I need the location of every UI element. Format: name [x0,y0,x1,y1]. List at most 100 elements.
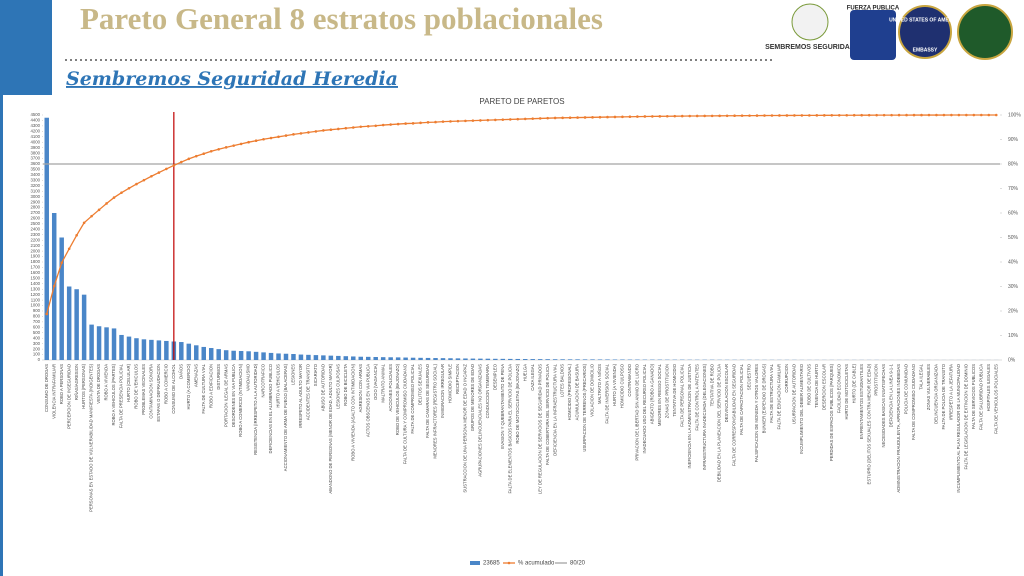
y-tick-label: 4200 [30,128,40,133]
x-tick-label: USURPACION DE AUTORIDAD [792,364,797,424]
x-tick-label: OCIO (VAGANCIA) [373,363,378,400]
x-tick-label: IRRESPETO AL ADULTO MAYOR [298,364,303,428]
y-tick-label: 2600 [30,216,40,221]
bar [395,357,401,360]
cumulative-point [351,126,355,129]
x-tick-label: SUSTRACCION DE UNA PERSONA MENOR DE EDAD… [463,364,468,493]
x-tick-label: CONSUMO DE ALCOHOL [171,363,176,413]
cumulative-point [494,118,497,122]
x-tick-label: CORRUPCION [784,364,789,393]
cumulative-point [860,113,863,117]
y-tick-label: 2100 [30,243,40,248]
x-tick-label: ZONAS DE PROSTITUCION [664,364,669,418]
x-tick-label: FALTA DE CONTROL A PATENTES [694,364,699,431]
x-tick-label: LOTES BALDIOS [560,364,565,397]
y-tick-label: 200 [33,346,41,351]
logos: SEMBREMOS SEGURIDAD FUERZA PUBLICA UNITE… [765,3,1013,60]
cumulative-point [419,121,422,125]
x-tick-label: HURTO DE MOTOCICLETAS [844,364,849,420]
y2-tick-label: 80% [1008,161,1019,167]
cumulative-point [441,120,445,123]
bar [313,355,319,360]
y-tick-label: 2000 [30,248,40,253]
y-tick-label: 2200 [30,237,40,242]
cumulative-point [187,157,191,161]
bar [44,117,49,360]
x-tick-label: FALTA DE COMPROMISO POLICIAL [410,363,415,433]
x-tick-label: HOMICIDIO (PROFESIONAL) [567,363,572,420]
bar [508,358,513,360]
cumulative-point [508,118,512,121]
x-tick-label: FALTA DE CULTURA VIAL [201,363,206,413]
cumulative-point [942,113,946,117]
cumulative-point [202,152,206,156]
bar [194,345,199,360]
x-tick-label: HOMICIDIO SIMPLE [448,364,453,403]
bar [343,356,349,360]
x-tick-label: ABUSO DE AUTORIDAD [320,364,325,411]
x-tick-label: ACCIDENTES DE TRANSITO [306,363,311,420]
bar [440,358,446,360]
x-tick-label: DEBILIDAD EN LA PLANEACION DEL SERVICIO … [717,364,722,482]
cumulative-point [740,114,744,117]
y-tick-label: 2300 [30,232,40,237]
cumulative-point [950,113,953,117]
x-tick-label: SECUESTRO [747,363,752,390]
cumulative-point [411,122,415,125]
cumulative-point [329,128,333,131]
bar [126,336,132,360]
bar [141,339,147,360]
y-tick-label: 1700 [30,265,40,270]
y2-tick-label: 70% [1008,186,1019,192]
cumulative-point [688,114,692,118]
x-tick-label: PROBLEMAS VECINALES [141,364,146,415]
x-tick-label: PRIVACION DE LIBERTAD SIN ANIMO DE LUCRO [634,363,639,460]
cumulative-point [97,208,101,212]
cumulative-point [897,113,901,117]
bar [470,358,476,360]
bar [530,359,535,360]
cumulative-point [142,178,146,182]
x-tick-label: HURTO (DE CABLE) [851,363,856,403]
bar [575,359,580,360]
cumulative-point [576,116,579,119]
y2-tick-label: 30% [1008,284,1019,290]
cumulative-point [920,113,923,117]
cumulative-point [135,182,138,186]
cumulative-point [531,117,535,120]
x-tick-label: FALTA DE VEHICULOS POLICIALES [993,364,998,434]
cumulative-point [471,119,475,122]
x-tick-label: AGRUPACIONES DELINCUENCIALES NO ORGANIZA… [477,364,482,477]
y2-tick-label: 90% [1008,137,1019,143]
x-tick-label: HURTO (A COMERCIO) [186,363,191,409]
cumulative-point [673,114,677,118]
y-tick-label: 1000 [30,303,40,308]
y2-tick-label: 100% [1008,112,1021,118]
cumulative-point [785,114,789,117]
cumulative-point [262,137,265,141]
x-tick-label: ROBO A PERSONAS [59,364,64,404]
y-tick-label: 4100 [30,134,40,139]
bar [238,351,244,360]
cumulative-point [486,118,490,122]
bar [373,357,378,360]
bar [388,357,393,360]
cumulative-point [725,114,729,118]
bar [223,350,229,360]
cumulative-point [434,120,437,124]
y-tick-label: 4000 [30,139,40,144]
cumulative-point [935,113,938,117]
cumulative-point [703,114,706,118]
y-tick-label: 3200 [30,183,40,188]
x-tick-label: FALTA DE PERSONAL POLICIAL [679,363,684,426]
cumulative-point [636,115,639,118]
x-tick-label: VIOLACION DE DOMICILIO [590,363,595,417]
logo [791,3,829,41]
cumulative-point [374,124,378,128]
x-tick-label: IRRESPETO A LA JEFATURA [949,364,954,420]
x-tick-label: CONDUCCION TEMERARIA [485,364,490,419]
y-tick-label: 2700 [30,210,40,215]
cumulative-point [808,114,811,117]
y-tick-label: 2900 [30,199,40,204]
